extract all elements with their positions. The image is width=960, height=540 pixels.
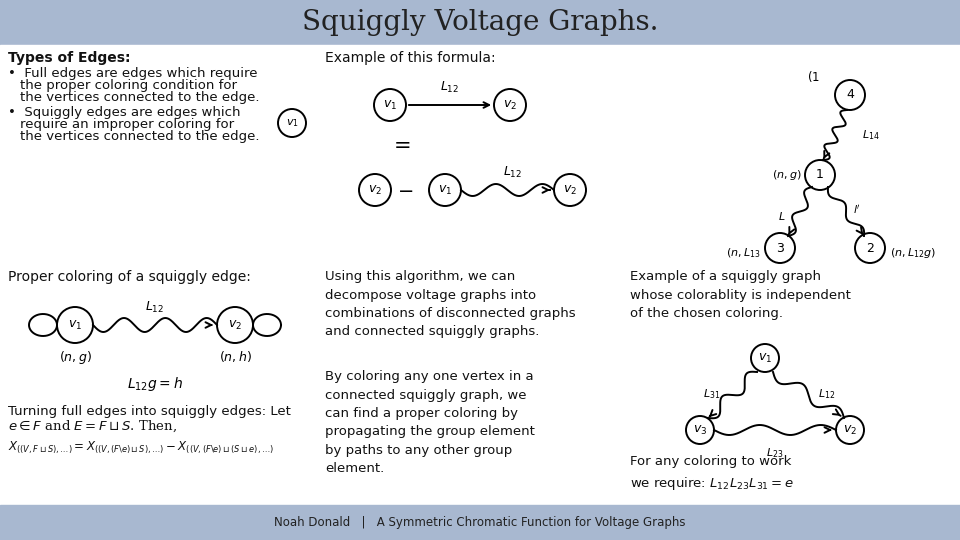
Text: $L_{23}$: $L_{23}$ xyxy=(766,446,783,460)
Text: Turning full edges into squiggly edges: Let: Turning full edges into squiggly edges: … xyxy=(8,405,291,418)
Text: By coloring any one vertex in a
connected squiggly graph, we
can find a proper c: By coloring any one vertex in a connecte… xyxy=(325,370,535,476)
Circle shape xyxy=(359,174,391,206)
Bar xyxy=(0,505,960,540)
Text: the vertices connected to the edge.: the vertices connected to the edge. xyxy=(20,91,259,104)
Circle shape xyxy=(836,416,864,444)
Text: require an improper coloring for: require an improper coloring for xyxy=(20,118,234,131)
Text: $v_1$: $v_1$ xyxy=(68,319,82,332)
Text: $L_{31}$: $L_{31}$ xyxy=(703,387,721,401)
Text: the proper coloring condition for: the proper coloring condition for xyxy=(20,79,237,92)
Circle shape xyxy=(494,89,526,121)
Text: $v_2$: $v_2$ xyxy=(563,184,577,197)
Text: $v_2$: $v_2$ xyxy=(368,184,382,197)
Circle shape xyxy=(278,109,306,137)
Text: $L$: $L$ xyxy=(779,211,786,222)
Text: $=$: $=$ xyxy=(389,136,411,154)
Text: 2: 2 xyxy=(866,241,874,254)
Circle shape xyxy=(217,307,253,343)
Text: $(n, L_{13}$: $(n, L_{13}$ xyxy=(726,246,760,260)
Text: Squiggly Voltage Graphs.: Squiggly Voltage Graphs. xyxy=(301,9,659,36)
Text: $L_{12}g = h$: $L_{12}g = h$ xyxy=(127,375,183,393)
Text: $v_1$: $v_1$ xyxy=(285,117,299,129)
Text: Example of a squiggly graph
whose colorablity is independent
of the chosen color: Example of a squiggly graph whose colora… xyxy=(630,270,851,320)
Text: •  Squiggly edges are edges which: • Squiggly edges are edges which xyxy=(8,106,241,119)
Text: $v_1$: $v_1$ xyxy=(438,184,452,197)
Text: $l'$: $l'$ xyxy=(853,203,861,216)
Text: $(n, g)$: $(n, g)$ xyxy=(773,168,802,182)
Text: $X_{((V,F\sqcup S),\ldots)} = X_{((V,(F\backslash e)\sqcup S),\ldots)} - X_{((V,: $X_{((V,F\sqcup S),\ldots)} = X_{((V,(F\… xyxy=(8,439,274,455)
Text: $-$: $-$ xyxy=(396,181,413,199)
Text: $(n, h)$: $(n, h)$ xyxy=(219,349,252,364)
Text: $(1$: $(1$ xyxy=(807,70,820,84)
Circle shape xyxy=(554,174,586,206)
Text: Types of Edges:: Types of Edges: xyxy=(8,51,131,65)
Text: Using this algorithm, we can
decompose voltage graphs into
combinations of disco: Using this algorithm, we can decompose v… xyxy=(325,270,576,339)
Text: the vertices connected to the edge.: the vertices connected to the edge. xyxy=(20,130,259,143)
Text: 3: 3 xyxy=(776,241,784,254)
Text: $L_{12}$: $L_{12}$ xyxy=(441,79,460,94)
Circle shape xyxy=(751,344,779,372)
Text: $v_3$: $v_3$ xyxy=(693,423,708,436)
Text: $(n, L_{12}g)$: $(n, L_{12}g)$ xyxy=(890,246,936,260)
Bar xyxy=(0,0,960,45)
Text: •  Full edges are edges which require: • Full edges are edges which require xyxy=(8,67,257,80)
Circle shape xyxy=(57,307,93,343)
Bar xyxy=(0,45,960,505)
Text: $(n, g)$: $(n, g)$ xyxy=(59,349,91,366)
Text: $L_{12}$: $L_{12}$ xyxy=(818,387,835,401)
Circle shape xyxy=(805,160,835,190)
Circle shape xyxy=(686,416,714,444)
Text: Noah Donald   |   A Symmetric Chromatic Function for Voltage Graphs: Noah Donald | A Symmetric Chromatic Func… xyxy=(275,516,685,529)
Text: $v_2$: $v_2$ xyxy=(503,98,517,112)
Text: Example of this formula:: Example of this formula: xyxy=(325,51,495,65)
Text: $e \in F$ and $E = F \sqcup S$. Then,: $e \in F$ and $E = F \sqcup S$. Then, xyxy=(8,419,177,435)
Text: Proper coloring of a squiggly edge:: Proper coloring of a squiggly edge: xyxy=(8,270,251,284)
Text: 1: 1 xyxy=(816,168,824,181)
Text: $v_2$: $v_2$ xyxy=(228,319,242,332)
Text: For any coloring to work
we require: $L_{12}L_{23}L_{31} = e$: For any coloring to work we require: $L_… xyxy=(630,455,794,491)
Text: $L_{12}$: $L_{12}$ xyxy=(145,300,164,314)
Circle shape xyxy=(429,174,461,206)
Circle shape xyxy=(374,89,406,121)
Text: 4: 4 xyxy=(846,89,854,102)
Text: $v_2$: $v_2$ xyxy=(843,423,857,436)
Text: $L_{12}$: $L_{12}$ xyxy=(503,165,522,179)
Circle shape xyxy=(855,233,885,263)
Circle shape xyxy=(835,80,865,110)
Circle shape xyxy=(765,233,795,263)
Text: $v_1$: $v_1$ xyxy=(758,352,772,365)
Text: $L_{14}$: $L_{14}$ xyxy=(862,128,879,142)
Text: $v_1$: $v_1$ xyxy=(383,98,397,112)
